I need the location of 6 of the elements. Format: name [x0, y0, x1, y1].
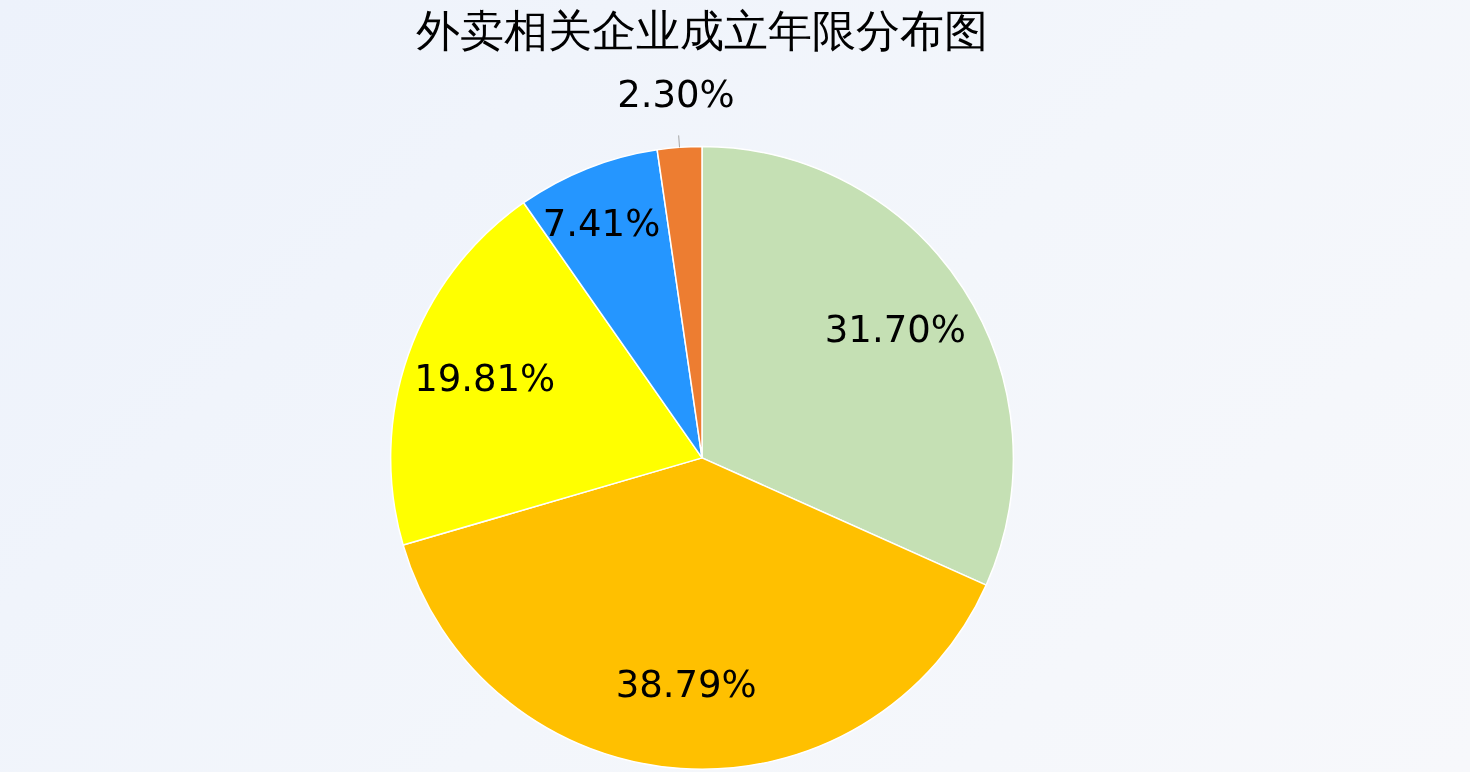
data-label: 19.81%	[414, 357, 556, 401]
data-label: 31.70%	[824, 308, 966, 352]
data-label: 38.79%	[615, 663, 757, 707]
chart-title: 外卖相关企业成立年限分布图	[416, 4, 988, 56]
data-label: 7.41%	[542, 201, 661, 245]
data-label: 2.30%	[617, 73, 735, 117]
